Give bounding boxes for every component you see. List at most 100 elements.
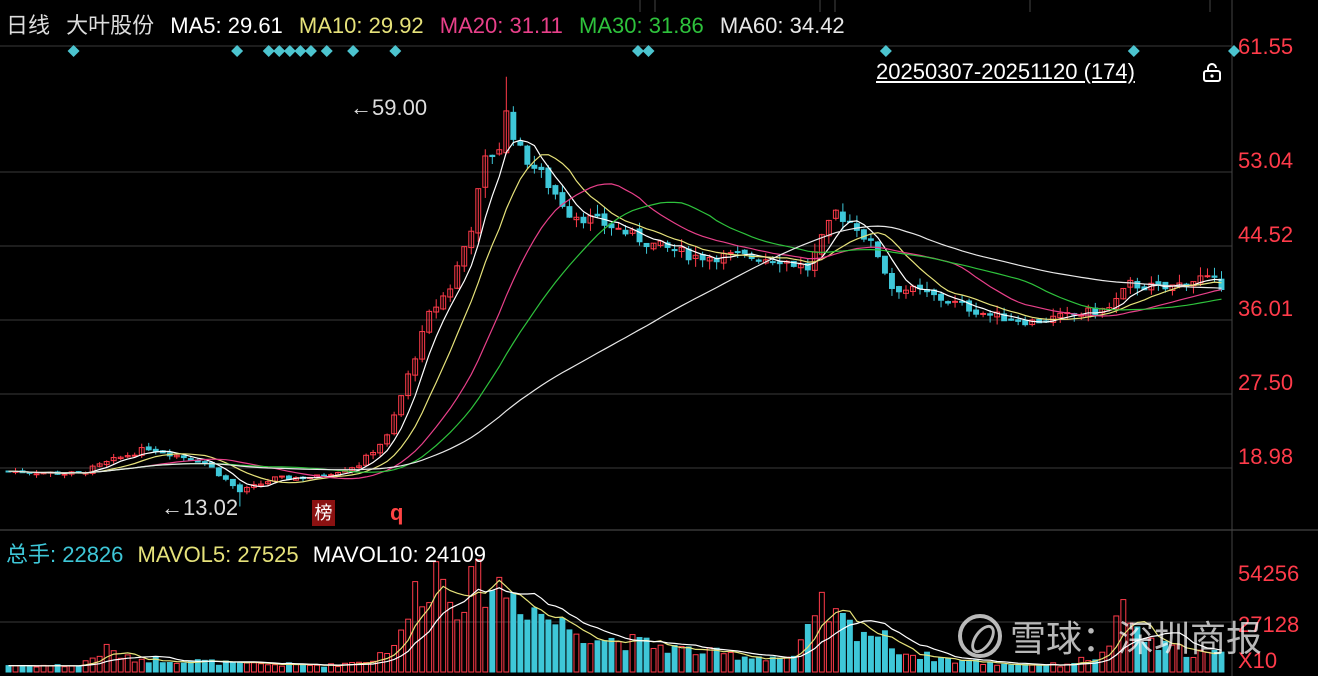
candle-body: [636, 228, 643, 243]
volume-bar: [804, 624, 811, 673]
volume-bar: [328, 663, 334, 673]
event-diamond-icon: [231, 45, 244, 57]
candle-body: [790, 260, 797, 267]
candle-body: [257, 483, 264, 486]
volume-bar: [75, 665, 82, 673]
ranking-badge[interactable]: 榜: [312, 500, 335, 526]
event-diamond-icon: [262, 45, 275, 57]
volume-bar: [573, 633, 580, 673]
event-diamond-icon: [1127, 45, 1140, 57]
q-marker[interactable]: q: [390, 500, 404, 525]
high-price-label: ←59.00: [350, 95, 428, 120]
volume-bar: [1050, 662, 1057, 673]
candle-body: [1211, 275, 1218, 278]
candle-body: [468, 230, 475, 249]
candle-body: [419, 331, 426, 360]
volume-bar: [124, 654, 131, 673]
volume-bar: [874, 636, 881, 673]
volume-bar: [1162, 640, 1169, 673]
volume-bar: [54, 664, 61, 673]
lock-icon[interactable]: [1201, 61, 1223, 83]
volume-bar: [433, 561, 440, 673]
volume-bar: [454, 619, 461, 673]
candle-body: [727, 252, 734, 255]
ma10-line: [8, 154, 1222, 484]
volume-bar: [363, 662, 370, 673]
price-tick: 36.01: [1238, 296, 1294, 321]
volume-tick: 27128: [1238, 612, 1300, 637]
volume-bar: [468, 566, 475, 673]
volume-bar: [412, 581, 419, 673]
ma-legend: 日线 大叶股份 MA5: 29.61 MA10: 29.92 MA20: 31.…: [6, 8, 855, 40]
candle-body: [629, 229, 636, 234]
volume-bar: [1176, 644, 1183, 673]
candle-body: [538, 166, 545, 171]
candle-body: [1015, 319, 1022, 322]
volume-bar: [110, 650, 117, 673]
volume-bar: [229, 662, 236, 673]
candle-body: [678, 246, 685, 253]
volume-bar: [692, 654, 699, 673]
volume-unit: X10: [1238, 648, 1278, 673]
volume-bar: [5, 665, 12, 673]
price-tick: 18.98: [1238, 444, 1294, 469]
candle-body: [608, 223, 615, 229]
candle-body: [510, 111, 517, 140]
volume-bar: [727, 651, 734, 673]
volume-bar: [1190, 656, 1197, 673]
candle-body: [440, 295, 447, 310]
candle-body: [524, 145, 531, 165]
candle-body: [797, 263, 804, 269]
volume-bar: [314, 664, 320, 673]
volume-bar: [33, 666, 40, 673]
candle-body: [952, 300, 959, 303]
candle-body: [896, 286, 902, 293]
candle-body: [461, 246, 468, 267]
volume-bar: [734, 659, 741, 673]
volume-bar: [187, 661, 194, 673]
volume-bar: [286, 662, 292, 673]
volume-bar: [987, 661, 994, 673]
candle-body: [152, 448, 159, 452]
candle-body: [671, 249, 678, 252]
volume-bar: [222, 660, 229, 673]
event-diamond-icon: [631, 45, 644, 57]
volume-bar: [26, 665, 33, 673]
candle-body: [391, 414, 398, 435]
volume-bar: [370, 660, 377, 673]
volume-bar: [566, 629, 573, 673]
volume-bar: [384, 653, 391, 673]
candle-body: [734, 251, 741, 254]
stock-name: 大叶股份: [66, 13, 155, 38]
volume-bar: [1085, 660, 1092, 673]
volume-bar: [832, 608, 839, 673]
volume-bar: [180, 662, 187, 673]
candle-body: [117, 456, 124, 460]
candle-body: [1204, 275, 1211, 278]
volume-bar: [1218, 651, 1225, 673]
volume-bar: [980, 663, 987, 673]
volume-bar: [461, 611, 468, 673]
volume-bar: [917, 658, 923, 673]
volume-bar: [271, 664, 278, 673]
volume-bar: [959, 660, 966, 673]
volume-bar: [720, 653, 727, 673]
candle-body: [903, 289, 909, 294]
candle-body: [89, 465, 96, 474]
candle-body: [173, 454, 180, 458]
volume-bar: [173, 662, 180, 673]
volume-bar: [776, 657, 783, 673]
candle-body: [552, 185, 559, 195]
volume-bar: [61, 666, 68, 673]
watermark-text: 雪球：深圳商报: [1010, 618, 1263, 659]
event-diamond-icon: [294, 45, 307, 57]
candle-body: [124, 455, 131, 458]
price-tick: 44.52: [1238, 222, 1294, 247]
price-tick: 53.04: [1238, 148, 1294, 173]
ma20-line: [8, 183, 1222, 480]
candle-body: [867, 238, 874, 241]
volume-bar: [867, 635, 874, 673]
date-range-label[interactable]: 20250307-20251120 (174): [876, 59, 1135, 84]
volume-bar: [1092, 659, 1099, 673]
